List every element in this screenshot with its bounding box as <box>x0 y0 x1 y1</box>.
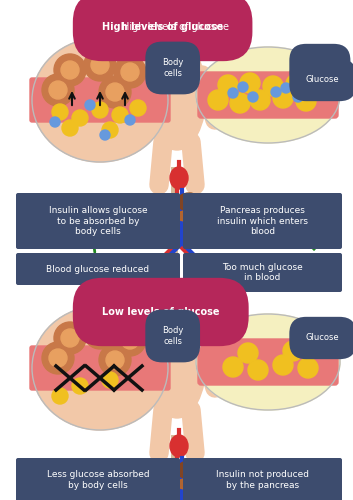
Circle shape <box>293 92 303 102</box>
Circle shape <box>50 117 60 127</box>
Text: Glucose: Glucose <box>306 76 340 84</box>
Ellipse shape <box>32 306 168 430</box>
Circle shape <box>208 90 228 110</box>
Ellipse shape <box>32 38 168 162</box>
Circle shape <box>228 88 238 98</box>
Circle shape <box>91 324 109 342</box>
FancyBboxPatch shape <box>183 458 342 500</box>
Circle shape <box>106 351 124 369</box>
Circle shape <box>248 360 268 380</box>
Circle shape <box>85 100 95 110</box>
Text: Body
cells: Body cells <box>162 58 183 78</box>
Circle shape <box>49 349 67 367</box>
Ellipse shape <box>177 193 201 211</box>
Bar <box>170 312 184 326</box>
Circle shape <box>106 83 124 101</box>
Circle shape <box>273 355 293 375</box>
Text: Glucose: Glucose <box>306 334 340 342</box>
Text: Insulin: Insulin <box>306 60 334 70</box>
Circle shape <box>72 110 88 126</box>
Ellipse shape <box>177 461 201 479</box>
Ellipse shape <box>196 47 340 143</box>
Text: High levels of glucose: High levels of glucose <box>121 22 228 32</box>
Ellipse shape <box>177 211 193 221</box>
Text: High levels of glucose: High levels of glucose <box>102 22 223 32</box>
Circle shape <box>102 372 118 388</box>
Circle shape <box>99 76 131 108</box>
Circle shape <box>315 88 325 98</box>
Circle shape <box>100 130 110 140</box>
Circle shape <box>62 120 78 136</box>
Circle shape <box>102 122 118 138</box>
Circle shape <box>84 49 116 81</box>
Text: Less glucose absorbed
by body cells: Less glucose absorbed by body cells <box>47 470 149 490</box>
Ellipse shape <box>170 167 188 189</box>
Circle shape <box>250 90 270 110</box>
Circle shape <box>72 378 88 394</box>
Circle shape <box>42 74 74 106</box>
Ellipse shape <box>148 308 206 418</box>
Circle shape <box>125 115 135 125</box>
Circle shape <box>281 83 291 93</box>
Text: Low levels of glucose: Low levels of glucose <box>102 307 220 317</box>
Circle shape <box>248 92 258 102</box>
Circle shape <box>92 102 108 118</box>
Circle shape <box>112 107 128 123</box>
Circle shape <box>54 322 86 354</box>
Circle shape <box>130 100 146 116</box>
Circle shape <box>114 56 146 88</box>
Circle shape <box>263 76 283 96</box>
FancyBboxPatch shape <box>30 346 170 390</box>
Circle shape <box>298 358 318 378</box>
Circle shape <box>273 88 293 108</box>
Circle shape <box>121 63 139 81</box>
Ellipse shape <box>177 479 193 489</box>
Circle shape <box>223 357 243 377</box>
Circle shape <box>286 74 306 94</box>
FancyBboxPatch shape <box>183 253 342 292</box>
Ellipse shape <box>196 314 340 410</box>
Circle shape <box>121 331 139 349</box>
FancyBboxPatch shape <box>16 193 180 249</box>
Circle shape <box>240 73 260 93</box>
FancyBboxPatch shape <box>198 339 338 385</box>
Circle shape <box>308 77 328 97</box>
Circle shape <box>283 341 303 361</box>
Bar <box>170 44 184 58</box>
Circle shape <box>271 87 281 97</box>
Circle shape <box>159 20 195 56</box>
Circle shape <box>114 324 146 356</box>
Circle shape <box>238 343 258 363</box>
Ellipse shape <box>148 40 206 150</box>
Circle shape <box>159 288 195 324</box>
Circle shape <box>218 75 238 95</box>
Circle shape <box>61 61 79 79</box>
Circle shape <box>52 388 68 404</box>
FancyBboxPatch shape <box>98 16 252 38</box>
Text: Body
cells: Body cells <box>162 326 183 345</box>
Circle shape <box>296 91 316 111</box>
Circle shape <box>52 104 68 120</box>
Circle shape <box>238 82 248 92</box>
FancyBboxPatch shape <box>30 78 170 122</box>
Text: Insulin allows glucose
to be absorbed by
body cells: Insulin allows glucose to be absorbed by… <box>49 206 147 236</box>
Circle shape <box>54 54 86 86</box>
Circle shape <box>91 56 109 74</box>
Text: Pancreas produces
insulin which enters
blood: Pancreas produces insulin which enters b… <box>217 206 308 236</box>
Text: Blood glucose reduced: Blood glucose reduced <box>47 264 150 274</box>
FancyBboxPatch shape <box>198 72 338 118</box>
Circle shape <box>49 81 67 99</box>
Text: Too much glucose
in blood: Too much glucose in blood <box>222 263 303 282</box>
Circle shape <box>61 329 79 347</box>
Text: Insulin not produced
by the pancreas: Insulin not produced by the pancreas <box>216 470 309 490</box>
Circle shape <box>99 344 131 376</box>
Circle shape <box>230 93 250 113</box>
Circle shape <box>84 317 116 349</box>
Ellipse shape <box>170 435 188 457</box>
FancyBboxPatch shape <box>16 458 180 500</box>
Circle shape <box>42 342 74 374</box>
FancyBboxPatch shape <box>183 193 342 249</box>
FancyBboxPatch shape <box>16 253 180 285</box>
